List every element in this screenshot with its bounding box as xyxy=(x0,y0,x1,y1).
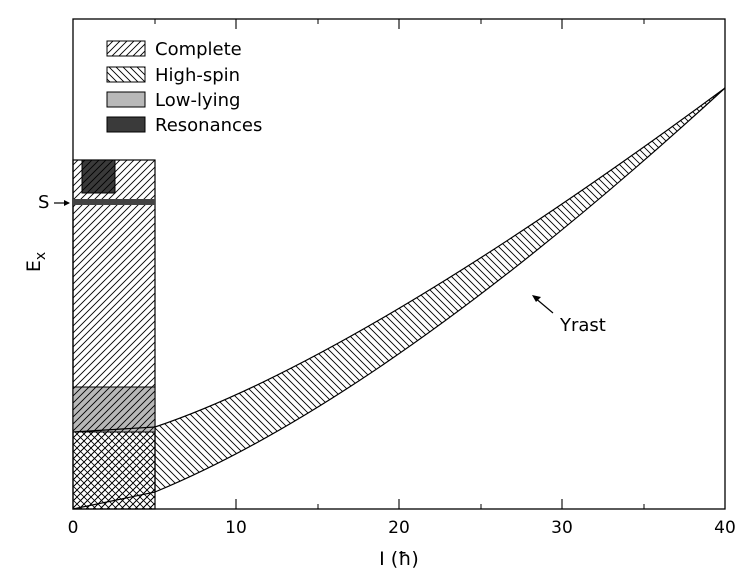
x-axis: 0 10 20 30 40 I (ħ) xyxy=(68,19,736,570)
yrast-label: Yrast xyxy=(559,315,606,336)
x-axis-title: I (ħ) xyxy=(379,548,419,570)
yrast-upper-start xyxy=(72,426,156,433)
legend-swatch-complete xyxy=(106,40,146,57)
overlap-region xyxy=(72,431,156,510)
high-spin-region xyxy=(154,87,726,493)
yrast-arrow-head xyxy=(532,295,541,302)
x-tick-label: 0 xyxy=(68,518,79,538)
legend-label-complete: Complete xyxy=(155,39,242,60)
resonance-region xyxy=(81,159,116,194)
x-tick-label: 30 xyxy=(551,518,573,538)
legend-swatch-high-spin xyxy=(106,66,146,83)
low-lying-region xyxy=(72,386,156,433)
separation-line xyxy=(73,199,155,205)
y-axis-title: Ex xyxy=(23,252,49,272)
legend-swatch-low-lying xyxy=(106,91,146,108)
svg-text:Ex: Ex xyxy=(23,252,49,272)
y-axis-title-sub: x xyxy=(33,252,49,260)
y-axis-title-main: E xyxy=(23,260,45,272)
x-tick-label: 40 xyxy=(714,518,736,538)
yrast-lower-start xyxy=(72,491,156,510)
separation-arrow-head xyxy=(64,200,70,206)
legend-swatch-resonances xyxy=(106,116,146,133)
separation-label: S xyxy=(38,192,49,213)
x-tick-label: 10 xyxy=(225,518,247,538)
legend: Complete High-spin Low-lying Resonances xyxy=(106,39,262,136)
legend-label-high-spin: High-spin xyxy=(155,65,240,86)
legend-label-low-lying: Low-lying xyxy=(155,90,240,111)
legend-label-resonances: Resonances xyxy=(155,115,262,136)
x-tick-label: 20 xyxy=(388,518,410,538)
